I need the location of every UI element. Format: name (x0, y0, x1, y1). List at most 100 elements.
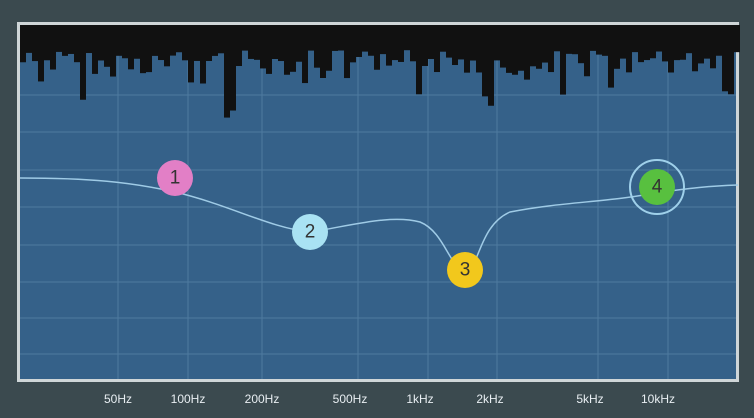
spectrum-bar (590, 25, 596, 51)
spectrum-bar (350, 25, 356, 63)
spectrum-bar (116, 25, 122, 56)
spectrum-bar (218, 25, 224, 54)
spectrum-bar (380, 25, 386, 55)
spectrum-bar (542, 25, 548, 63)
spectrum-bar (452, 25, 458, 66)
spectrum-bar (470, 25, 476, 61)
eq-node[interactable] (447, 252, 483, 288)
spectrum-bar (326, 25, 332, 71)
spectrum-bar (260, 25, 266, 69)
spectrum-bar (224, 25, 230, 118)
spectrum-bar (476, 25, 482, 73)
spectrum-bar (38, 25, 44, 82)
spectrum-bar (20, 25, 26, 63)
spectrum-bar (206, 25, 212, 61)
spectrum-bar (68, 25, 74, 54)
nodes: 1 2 3 4 (157, 159, 685, 288)
spectrum-bar (704, 25, 710, 59)
spectrum-bar (440, 25, 446, 52)
spectrum-bar (182, 25, 188, 61)
freq-label: 1kHz (406, 392, 433, 406)
spectrum-bar (734, 25, 740, 53)
spectrum-bar (86, 25, 92, 54)
spectrum-bar (584, 25, 590, 77)
node-label: 4 (652, 177, 663, 198)
eq-node[interactable] (157, 160, 193, 196)
spectrum-bar (392, 25, 398, 61)
eq-node[interactable] (639, 169, 675, 205)
spectrum-bar (650, 25, 656, 59)
spectrum-bar (98, 25, 104, 61)
spectrum-bar (248, 25, 254, 59)
spectrum-bar (302, 25, 308, 84)
spectrum-bar (170, 25, 176, 56)
spectrum-bar (62, 25, 68, 56)
spectrum-bar (212, 25, 218, 56)
eq-node[interactable] (292, 214, 328, 250)
spectrum-bar (128, 25, 134, 70)
spectrum (20, 25, 740, 118)
spectrum-bar (686, 25, 692, 54)
spectrum-bar (668, 25, 674, 73)
spectrum-bar (530, 25, 536, 67)
spectrum-bar (296, 25, 302, 62)
spectrum-bar (422, 25, 428, 66)
spectrum-bar (146, 25, 152, 73)
spectrum-bar (536, 25, 542, 69)
spectrum-bar (308, 25, 314, 51)
spectrum-bar (110, 25, 116, 77)
spectrum-bar (152, 25, 158, 56)
freq-label: 200Hz (245, 392, 280, 406)
spectrum-bar (374, 25, 380, 70)
spectrum-bar (404, 25, 410, 51)
spectrum-bar (410, 25, 416, 62)
spectrum-bar (578, 25, 584, 64)
spectrum-bar (254, 25, 260, 60)
spectrum-bar (236, 25, 242, 67)
spectrum-bar (464, 25, 470, 73)
node-label: 3 (460, 260, 471, 281)
spectrum-bar (698, 25, 704, 64)
spectrum-bar (434, 25, 440, 73)
spectrum-bar (56, 25, 62, 52)
spectrum-bar (626, 25, 632, 73)
freq-label: 500Hz (333, 392, 368, 406)
spectrum-bar (122, 25, 128, 59)
spectrum-bar (104, 25, 110, 67)
spectrum-bar (416, 25, 422, 95)
spectrum-bar (314, 25, 320, 68)
freq-label: 5kHz (576, 392, 603, 406)
spectrum-bar (608, 25, 614, 88)
spectrum-bar (92, 25, 98, 74)
spectrum-bar (398, 25, 404, 62)
spectrum-bar (638, 25, 644, 63)
spectrum-bar (26, 25, 32, 53)
spectrum-bar (284, 25, 290, 75)
spectrum-bar (194, 25, 200, 61)
spectrum-bar (134, 25, 140, 59)
spectrum-bar (554, 25, 560, 52)
spectrum-bar (428, 25, 434, 59)
spectrum-bar (596, 25, 602, 55)
spectrum-bar (200, 25, 206, 84)
spectrum-bar (674, 25, 680, 61)
spectrum-bar (494, 25, 500, 61)
spectrum-bar (344, 25, 350, 79)
spectrum-bar (566, 25, 572, 54)
plot-area (20, 25, 736, 379)
spectrum-bar (458, 25, 464, 60)
freq-label: 50Hz (104, 392, 132, 406)
axis-labels: 50Hz 100Hz 200Hz 500Hz 1kHz 2kHz 5kHz 10kHz (104, 392, 675, 406)
spectrum-bar (620, 25, 626, 59)
spectrum-bar (338, 25, 344, 51)
node-label: 1 (170, 168, 181, 189)
spectrum-bar (188, 25, 194, 83)
spectrum-bar (74, 25, 80, 63)
spectrum-bar (140, 25, 146, 74)
spectrum-bar (230, 25, 236, 111)
spectrum-bar (680, 25, 686, 60)
spectrum-bar (362, 25, 368, 52)
spectrum-bar (320, 25, 326, 78)
spectrum-bar (614, 25, 620, 69)
